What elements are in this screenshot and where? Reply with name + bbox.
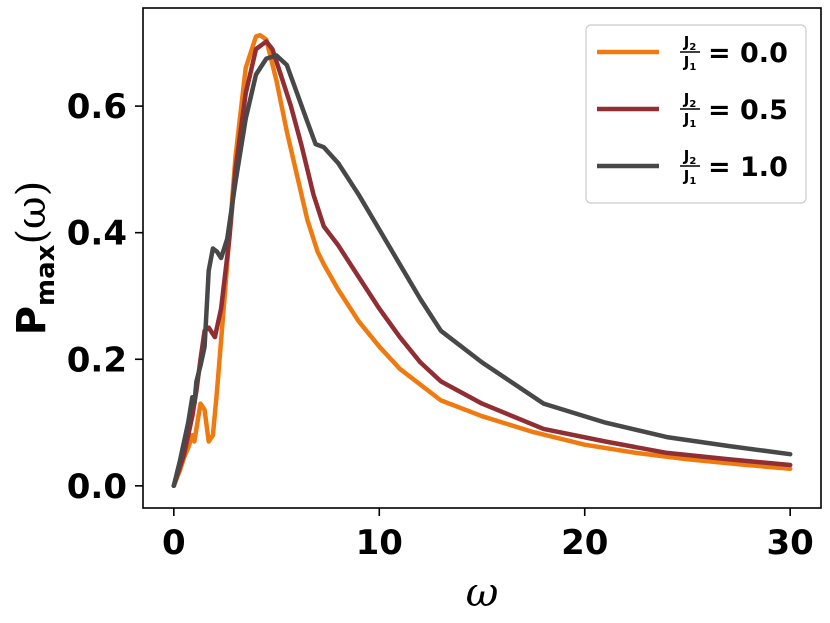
- y-label-arg: (ω): [9, 181, 55, 245]
- legend-fraction-numerator: J2: [683, 90, 697, 110]
- legend-fraction-numerator: J2: [683, 33, 697, 53]
- plot-frame: [142, 7, 822, 509]
- y-tick-label: 0.4: [67, 214, 127, 254]
- legend-value-text: = 0.0: [708, 38, 788, 69]
- legend-fraction-denominator: J1: [683, 167, 697, 187]
- x-axis-label: ω: [466, 570, 499, 616]
- x-tick-label: 20: [561, 523, 608, 563]
- y-label-base: P: [9, 306, 55, 335]
- legend-fraction-numerator: J2: [683, 147, 697, 167]
- legend-value-text: = 1.0: [708, 152, 788, 183]
- series-layer: [171, 32, 793, 489]
- y-axis-label: Pmax(ω): [9, 181, 61, 336]
- x-tick-label: 0: [162, 523, 186, 563]
- y-label-subscript: max: [31, 244, 61, 306]
- legend-frame: [585, 24, 807, 204]
- y-tick-label: 0.6: [67, 87, 127, 127]
- y-axis: 0.0 0.2 0.4 0.6: [67, 87, 143, 507]
- y-tick-label: 0.0: [67, 467, 127, 507]
- legend-fraction-denominator: J1: [683, 53, 697, 73]
- y-tick-label: 0.2: [67, 340, 127, 380]
- x-tick-label: 10: [356, 523, 403, 563]
- legend-value-text: = 0.5: [708, 95, 788, 126]
- series-line-2: [171, 53, 793, 489]
- series-line-0: [171, 32, 793, 489]
- x-axis: 0 10 20 30: [162, 508, 814, 563]
- x-tick-label: 30: [767, 523, 814, 563]
- legend-fraction-denominator: J1: [683, 110, 697, 130]
